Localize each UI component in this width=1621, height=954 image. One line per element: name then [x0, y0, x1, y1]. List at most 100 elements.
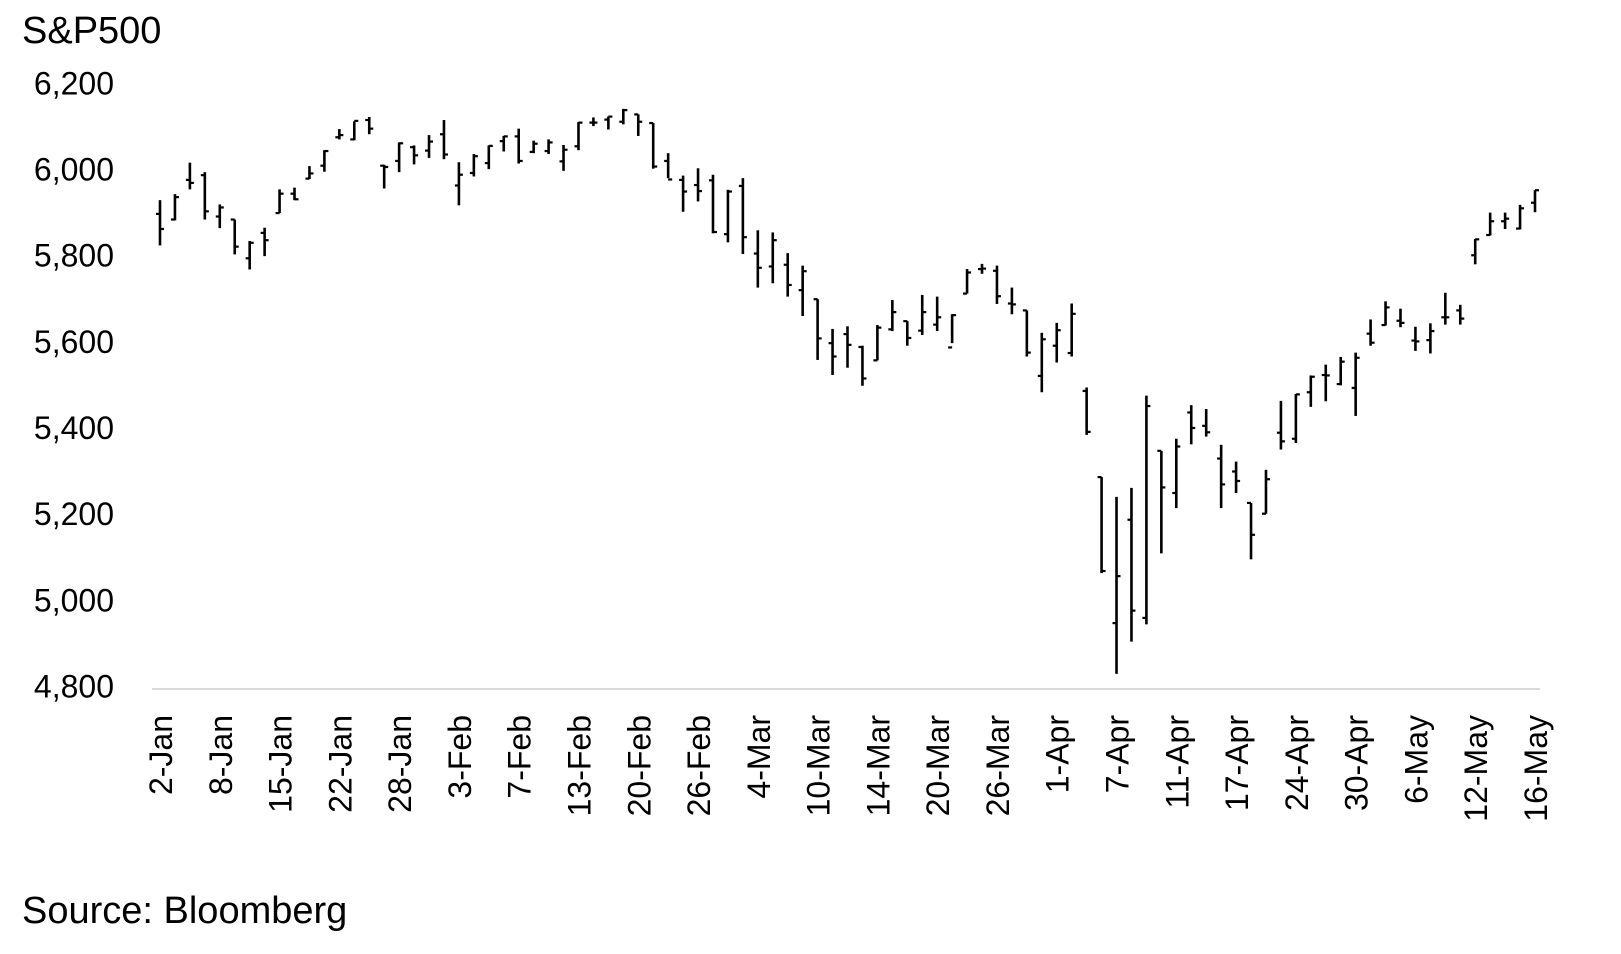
ohlc-bar: [679, 175, 688, 212]
ohlc-bar: [156, 200, 164, 246]
ohlc-bar: [335, 129, 344, 140]
x-tick-label: 4-Mar: [741, 715, 777, 799]
ohlc-bar: [559, 145, 568, 171]
ohlc-bar: [1202, 409, 1211, 437]
ohlc-bar: [918, 294, 927, 335]
ohlc-bar: [275, 189, 284, 215]
ohlc-bar: [589, 117, 598, 127]
x-tick-label: 2-Jan: [143, 715, 179, 795]
ohlc-bar: [410, 145, 419, 165]
y-tick-label: 5,000: [34, 582, 114, 618]
ohlc-bar: [200, 172, 209, 220]
ohlc-bar: [649, 121, 658, 169]
ohlc-bar: [305, 166, 314, 180]
y-tick-label: 6,200: [34, 65, 114, 101]
ohlc-bar: [439, 120, 448, 160]
x-tick-label: 15-Jan: [263, 715, 299, 813]
ohlc-bar: [858, 345, 867, 386]
ohlc-bar: [1247, 501, 1256, 560]
ohlc-bar: [948, 314, 957, 349]
ohlc-bar: [215, 204, 224, 229]
ohlc-bar: [694, 168, 703, 202]
x-axis-labels: 2-Jan 8-Jan 15-Jan 22-Jan 28-Jan 3-Feb 7-Feb 13…: [143, 715, 1554, 822]
ohlc-bar: [963, 269, 972, 295]
ohlc-bar: [1261, 469, 1270, 515]
ohlc-bar: [1112, 496, 1121, 674]
ohlc-bar: [395, 142, 404, 173]
x-tick-label: 14-Mar: [860, 715, 896, 817]
ohlc-bar: [1366, 319, 1375, 346]
y-tick-label: 5,800: [34, 238, 114, 274]
ohlc-bar: [380, 164, 389, 189]
ohlc-bar: [813, 298, 822, 360]
x-tick-label: 12-May: [1458, 715, 1494, 822]
x-tick-label: 26-Feb: [681, 715, 717, 816]
ohlc-bar: [903, 320, 912, 346]
ohlc-bar: [1022, 309, 1031, 357]
ohlc-bar: [529, 140, 538, 154]
y-tick-label: 4,800: [34, 668, 114, 704]
ohlc-bar: [1471, 238, 1480, 265]
y-tick-label: 5,200: [34, 496, 114, 532]
ohlc-bar: [544, 139, 553, 155]
ohlc-bar: [574, 121, 583, 151]
ohlc-bar: [454, 162, 463, 206]
ohlc-bar: [753, 230, 762, 288]
ohlc-bar: [260, 227, 269, 257]
ohlc-bar: [1052, 322, 1061, 363]
ohlc-bar: [1291, 393, 1300, 444]
ohlc-bar: [888, 300, 897, 332]
x-tick-label: 24-Apr: [1279, 715, 1315, 811]
y-tick-label: 6,000: [34, 152, 114, 188]
ohlc-bar: [1187, 405, 1196, 445]
ohlc-bar: [664, 153, 673, 181]
ohlc-bar: [230, 218, 239, 255]
ohlc-bar: [1351, 352, 1360, 416]
ohlc-bar: [1411, 326, 1420, 351]
ohlc-bar: [604, 115, 613, 130]
ohlc-bar: [1142, 395, 1151, 625]
ohlc-bar: [1321, 364, 1330, 402]
ohlc-bar: [1217, 444, 1226, 509]
ohlc-bar: [933, 296, 942, 332]
ohlc-bar: [185, 162, 194, 190]
x-tick-label: 11-Apr: [1159, 715, 1195, 809]
ohlc-bar: [1127, 487, 1136, 642]
ohlc-bar: [768, 232, 777, 284]
ohlc-bar: [1531, 189, 1539, 213]
ohlc-bar: [1306, 375, 1315, 407]
ohlc-bar: [1232, 461, 1241, 494]
ohlc-bar: [499, 135, 508, 152]
x-tick-label: 13-Feb: [561, 715, 597, 816]
ohlc-bar: [1396, 308, 1405, 328]
x-tick-label: 16-May: [1518, 715, 1554, 822]
ohlc-bar: [1172, 438, 1181, 509]
x-tick-label: 20-Mar: [920, 715, 956, 817]
x-tick-label: 30-Apr: [1339, 715, 1375, 811]
ohlc-bar: [320, 149, 329, 172]
ohlc-bar: [978, 263, 987, 274]
ohlc-bar: [484, 144, 493, 170]
ohlc-bar: [708, 174, 717, 234]
x-tick-label: 7-Apr: [1100, 715, 1136, 794]
ohlc-bar: [828, 328, 837, 376]
ohlc-bar: [634, 113, 643, 136]
x-tick-label: 10-Mar: [801, 715, 837, 817]
y-tick-label: 5,600: [34, 324, 114, 360]
y-axis-labels: 4,800 5,000 5,200 5,400 5,600 5,800 6,000 6,200: [34, 65, 114, 704]
ohlc-bar: [798, 265, 807, 317]
ohlc-bar: [1276, 400, 1285, 450]
ohlc-bar: [873, 325, 882, 362]
x-tick-label: 8-Jan: [203, 715, 239, 795]
ohlc-bar: [1456, 304, 1465, 325]
ohlc-bar: [723, 189, 732, 243]
ohlc-bar: [1501, 212, 1510, 229]
ohlc-bar: [1486, 212, 1495, 237]
x-tick-label: 28-Jan: [382, 715, 418, 813]
ohlc-bar: [1336, 356, 1345, 386]
ohlc-bar: [843, 326, 852, 368]
ohlc-bar: [738, 178, 747, 254]
x-tick-label: 6-May: [1398, 715, 1434, 804]
ohlc-bar: [1082, 387, 1091, 435]
